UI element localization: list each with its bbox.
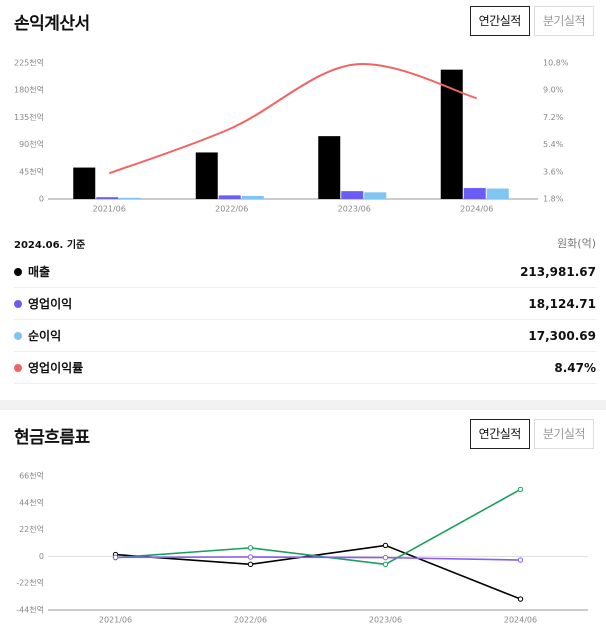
bar-매출 — [318, 136, 341, 199]
bar-매출 — [73, 167, 96, 199]
cash-flow-title: 현금흐름표 — [14, 428, 90, 448]
legend-value: 17,300.69 — [528, 328, 596, 343]
section-divider — [0, 400, 606, 410]
y2-tick-label: 7.2% — [543, 113, 564, 122]
bar-영업이익 — [218, 195, 241, 199]
y-tick-label: 0 — [39, 552, 44, 561]
y-tick-label: -44천억 — [16, 605, 44, 615]
income-period-tabs: 연간실적 분기실적 — [469, 6, 594, 36]
x-tick-label: 2021/06 — [99, 616, 132, 625]
legend-dot — [14, 299, 22, 308]
bar-매출 — [440, 69, 463, 199]
cash-point — [112, 554, 119, 561]
y-tick-label: 0 — [39, 195, 44, 204]
y2-tick-label: 9.0% — [543, 86, 564, 95]
cash-point — [517, 596, 524, 602]
legend-name: 매출 — [28, 265, 51, 279]
cash-line-0 — [115, 544, 521, 600]
bar-영업이익 — [96, 197, 119, 199]
income-chart: 0 45천억 90천억 135천억 180천억 225천억 1.8% 3.6% 5.4% 7.2%… — [14, 58, 569, 214]
legend-value: 213,981.67 — [520, 264, 596, 279]
cash-point — [382, 561, 389, 568]
cash-point — [382, 542, 389, 549]
x-tick-label: 2024/06 — [504, 616, 537, 625]
bar-순이익 — [119, 197, 142, 199]
x-tick-label: 2023/06 — [338, 205, 371, 214]
y-tick-label: 135천억 — [14, 112, 44, 122]
cash-point — [247, 545, 254, 551]
y-tick-label: 225천억 — [14, 58, 44, 68]
legend-row-revenue: 매출 213,981.67 — [14, 256, 596, 288]
tab-annual[interactable]: 연간실적 — [469, 419, 530, 449]
y2-tick-label: 10.8% — [543, 59, 569, 68]
y-tick-label: 90천억 — [19, 139, 44, 149]
x-tick-label: 2021/06 — [93, 205, 126, 214]
income-statement-section: 손익계산서 연간실적 분기실적 0 45천억 90천억 135천억 180천억 225천억… — [14, 6, 596, 384]
x-tick-label: 2022/06 — [234, 616, 267, 625]
cash-point — [247, 554, 254, 560]
legend-name: 영업이익률 — [28, 361, 84, 375]
bar-순이익 — [486, 188, 509, 199]
legend-dot — [14, 363, 22, 372]
cash-point — [517, 486, 524, 493]
bar-매출 — [195, 152, 218, 199]
cash-flow-period-tabs: 연간실적 분기실적 — [469, 419, 594, 449]
y-tick-label: 22천억 — [19, 524, 44, 534]
cash-flow-section: 현금흐름표 연간실적 분기실적 -44천억 -22천억 0 22천억 44천억 66천억 2… — [0, 410, 606, 631]
y-tick-label: 44천억 — [19, 497, 44, 507]
legend-dot — [14, 267, 22, 276]
legend-value: 8.47% — [554, 360, 596, 375]
y2-tick-label: 3.6% — [543, 167, 564, 176]
legend-row-operating-profit: 영업이익 18,124.71 — [14, 288, 596, 320]
legend-row-net-income: 순이익 17,300.69 — [14, 320, 596, 352]
bar-순이익 — [364, 192, 387, 199]
legend-row-operating-margin: 영업이익률 8.47% — [14, 352, 596, 384]
legend-name: 영업이익 — [28, 297, 73, 311]
cash-line-1 — [115, 488, 521, 566]
legend-name: 순이익 — [28, 329, 62, 343]
cash-point — [517, 557, 524, 563]
legend-value: 18,124.71 — [528, 296, 596, 311]
currency-unit: 원화(억) — [557, 237, 596, 250]
bar-순이익 — [241, 195, 264, 199]
cash-point — [382, 554, 389, 561]
cash-point — [247, 561, 254, 568]
income-statement-title: 손익계산서 — [14, 14, 90, 34]
y2-tick-label: 5.4% — [543, 140, 564, 149]
y-tick-label: 66천억 — [19, 471, 44, 481]
line-operating-margin — [108, 63, 478, 175]
bar-영업이익 — [463, 188, 486, 199]
x-tick-label: 2024/06 — [460, 205, 493, 214]
y-tick-label: 180천억 — [14, 85, 44, 95]
cash-flow-chart: -44천억 -22천억 0 22천억 44천억 66천억 2021/06 2022/06 202… — [16, 471, 588, 625]
y-tick-label: -22천억 — [16, 578, 44, 588]
x-tick-label: 2023/06 — [369, 616, 402, 625]
y2-tick-label: 1.8% — [543, 195, 564, 204]
tab-annual[interactable]: 연간실적 — [469, 6, 530, 36]
y-tick-label: 45천억 — [19, 166, 44, 176]
bar-영업이익 — [341, 191, 364, 199]
tab-quarterly[interactable]: 분기실적 — [533, 419, 594, 449]
legend-dot — [14, 331, 22, 340]
cash-line-2 — [115, 556, 521, 561]
as-of-date: 2024.06. 기준 — [14, 240, 86, 251]
x-tick-label: 2022/06 — [215, 205, 248, 214]
tab-quarterly[interactable]: 분기실적 — [533, 6, 594, 36]
